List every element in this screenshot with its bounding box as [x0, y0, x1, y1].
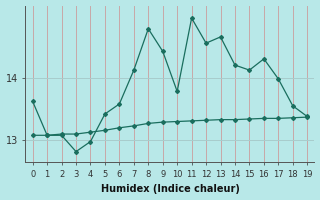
X-axis label: Humidex (Indice chaleur): Humidex (Indice chaleur) [100, 184, 239, 194]
